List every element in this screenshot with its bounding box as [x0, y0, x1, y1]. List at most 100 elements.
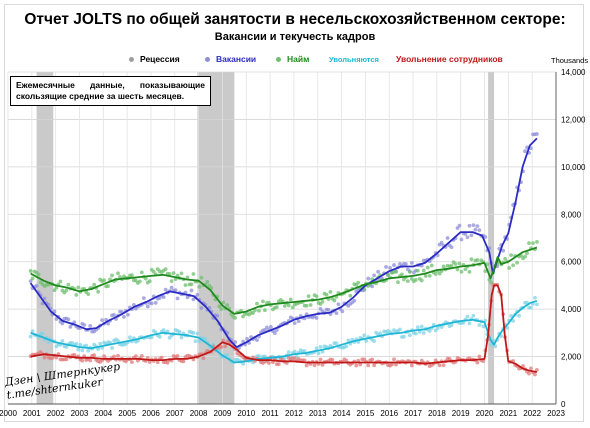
- data-point: [133, 354, 138, 359]
- data-point: [169, 285, 174, 290]
- chart-note: Ежемесячные данные, показывающие скользя…: [10, 76, 211, 106]
- data-point: [384, 265, 388, 269]
- data-point: [398, 327, 402, 332]
- data-point: [263, 328, 267, 332]
- data-point: [413, 278, 418, 282]
- data-point: [471, 313, 476, 318]
- chart-frame: [4, 4, 584, 422]
- data-point: [28, 279, 33, 284]
- series-line-2: [30, 299, 538, 364]
- data-point: [336, 302, 341, 307]
- data-point: [265, 325, 269, 330]
- x-tick-label: 2021: [499, 409, 517, 418]
- data-point: [276, 362, 281, 366]
- data-point: [161, 295, 166, 300]
- data-point: [205, 279, 210, 284]
- data-point: [477, 354, 482, 359]
- legend-item-layoffs: Увольнение сотрудников: [396, 54, 503, 64]
- data-point: [64, 288, 69, 293]
- data-point: [147, 279, 152, 284]
- data-point: [473, 227, 478, 232]
- data-point: [509, 313, 514, 318]
- data-point: [195, 292, 200, 297]
- legend-item-quits: Увольняются: [329, 55, 379, 64]
- data-point: [112, 313, 116, 317]
- data-point: [439, 240, 444, 245]
- data-point: [517, 313, 521, 318]
- data-point: [507, 266, 512, 270]
- x-tick-label: 2011: [261, 409, 279, 418]
- x-tick-label: 2022: [523, 409, 541, 418]
- data-point: [290, 305, 295, 310]
- legend-item-recession: Рецессия: [129, 54, 180, 64]
- data-point: [457, 261, 462, 266]
- data-point: [320, 299, 325, 304]
- data-point: [98, 341, 103, 346]
- data-point: [86, 292, 91, 297]
- data-point: [511, 318, 516, 323]
- data-point: [427, 329, 432, 333]
- data-point: [274, 305, 279, 309]
- data-point: [465, 235, 470, 240]
- data-point: [263, 308, 267, 313]
- gridlines: [7, 71, 557, 405]
- data-point: [409, 363, 414, 368]
- data-point: [72, 320, 77, 325]
- data-point: [72, 352, 77, 357]
- data-point: [314, 316, 319, 320]
- data-point: [145, 304, 150, 309]
- data-point: [60, 321, 65, 326]
- data-point: [531, 241, 535, 246]
- data-point: [483, 269, 488, 274]
- data-point: [501, 248, 506, 253]
- data-point: [320, 362, 325, 367]
- data-point: [316, 351, 321, 356]
- data-point: [74, 293, 79, 297]
- data-point: [199, 306, 204, 311]
- data-point: [36, 272, 41, 277]
- data-point: [96, 347, 101, 352]
- data-point: [471, 223, 476, 228]
- data-point: [102, 354, 106, 359]
- data-point: [46, 340, 51, 345]
- data-point: [302, 349, 307, 353]
- data-point: [527, 371, 531, 376]
- data-point: [66, 317, 71, 322]
- x-tick-label: 2019: [452, 409, 470, 418]
- x-tick-label: 2016: [380, 409, 398, 418]
- data-point: [129, 360, 134, 364]
- data-point: [364, 339, 369, 343]
- data-point: [314, 294, 319, 299]
- legend-item-hires: Найм: [276, 54, 309, 64]
- data-point: [181, 359, 186, 364]
- data-point: [475, 360, 480, 365]
- data-point: [149, 301, 154, 306]
- legend-label-quits: Увольняются: [329, 55, 379, 64]
- data-point: [106, 284, 110, 288]
- data-point: [312, 363, 317, 368]
- data-point: [110, 346, 114, 350]
- data-point: [137, 279, 142, 284]
- data-point: [112, 354, 116, 359]
- x-tick-label: 2012: [285, 409, 303, 418]
- data-point: [386, 272, 390, 277]
- data-point: [217, 304, 222, 309]
- data-point: [40, 331, 45, 336]
- data-point: [459, 269, 464, 274]
- recession-bands: [36, 72, 495, 404]
- data-point: [318, 344, 323, 349]
- data-point: [153, 300, 158, 305]
- legend-marker-hires: [276, 57, 281, 63]
- data-point: [525, 251, 529, 256]
- recession-band-0: [36, 72, 54, 404]
- data-point: [257, 354, 261, 358]
- y-tick-label: 10,000: [561, 163, 586, 172]
- x-tick-label: 2000: [0, 409, 17, 418]
- data-point: [189, 288, 194, 293]
- data-point: [354, 363, 359, 368]
- data-point: [535, 132, 539, 136]
- x-tick-label: 2009: [214, 409, 232, 418]
- data-point: [334, 341, 339, 346]
- data-point: [463, 267, 468, 272]
- data-point: [467, 223, 472, 228]
